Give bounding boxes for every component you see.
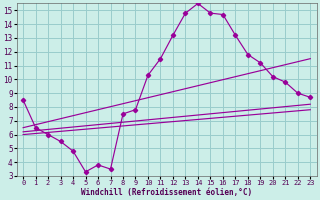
X-axis label: Windchill (Refroidissement éolien,°C): Windchill (Refroidissement éolien,°C) [81,188,252,197]
